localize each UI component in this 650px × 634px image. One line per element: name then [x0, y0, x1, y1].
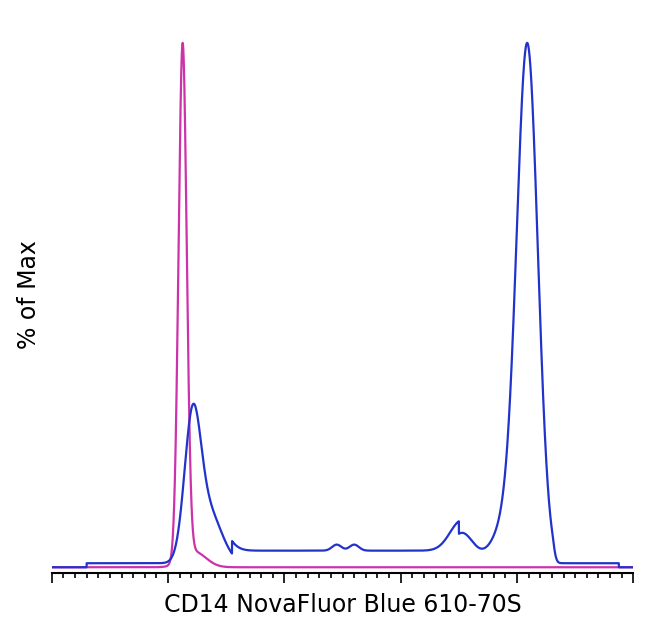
X-axis label: CD14 NovaFluor Blue 610-70S: CD14 NovaFluor Blue 610-70S	[164, 593, 521, 618]
Y-axis label: % of Max: % of Max	[17, 240, 41, 349]
